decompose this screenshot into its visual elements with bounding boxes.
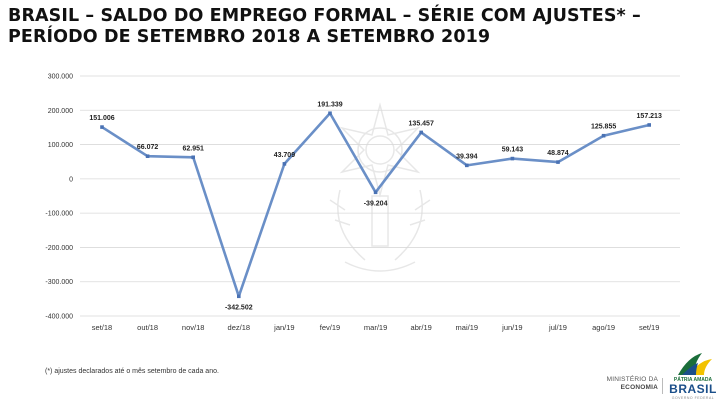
y-tick-label: 0	[69, 176, 73, 183]
y-tick-label: -100.000	[45, 211, 73, 218]
data-label: -39.204	[364, 200, 388, 207]
data-point	[282, 162, 287, 166]
x-tick-label: jun/19	[501, 323, 522, 332]
x-tick-label: fev/19	[320, 323, 340, 332]
title-line-2: PERÍODO DE SETEMBRO 2018 A SETEMBRO 2019	[8, 27, 491, 47]
data-label: 43.709	[274, 152, 296, 159]
x-tick-label: set/18	[92, 323, 112, 332]
data-label: 48.874	[547, 150, 569, 157]
brand-line-1: PÁTRIA AMADA	[673, 377, 713, 383]
x-tick-label: out/18	[137, 323, 158, 332]
footnote: (*) ajustes declarados até o mês setembr…	[45, 368, 219, 375]
data-label: 125.855	[591, 124, 616, 131]
data-label: 135.457	[409, 120, 434, 127]
data-point	[465, 163, 469, 168]
data-point	[328, 111, 332, 116]
data-label: 191.339	[317, 101, 342, 108]
data-label: 66.072	[137, 144, 159, 151]
x-tick-label: mar/19	[364, 323, 387, 332]
data-point	[373, 190, 378, 195]
x-tick-label: abr/19	[411, 323, 432, 332]
footer-divider	[662, 378, 663, 394]
data-label: 62.951	[182, 145, 204, 152]
flag-logo-icon	[678, 353, 712, 375]
y-axis-tick-labels: 300.000 200.000 100.000 0 -100.000 -200.000 -3…	[45, 74, 73, 321]
data-point	[419, 130, 423, 135]
chart-gridlines	[80, 75, 680, 317]
data-point	[601, 133, 606, 138]
data-point-group	[100, 111, 651, 299]
brand-line-3: GOVERNO FEDERAL	[671, 396, 715, 400]
y-tick-label: 300.000	[48, 74, 73, 81]
x-tick-label: jan/19	[273, 323, 294, 332]
title-line-1: BRASIL – SALDO DO EMPREGO FORMAL – SÉRIE…	[8, 6, 641, 26]
coat-of-arms-watermark	[329, 102, 431, 272]
data-point	[556, 160, 560, 164]
x-axis-tick-labels: set/18 out/18 nov/18 dez/18 jan/19 fev/19 mar/…	[92, 323, 660, 332]
data-point	[100, 125, 104, 129]
data-label: 59.143	[502, 147, 524, 154]
data-label: -342.502	[225, 304, 253, 311]
x-tick-label: nov/18	[182, 323, 205, 332]
y-tick-label: 100.000	[48, 142, 73, 149]
x-tick-label: set/19	[639, 323, 659, 332]
x-tick-label: jul/19	[548, 323, 567, 332]
data-label: 157.213	[637, 113, 662, 120]
data-label: 39.394	[456, 153, 478, 160]
data-point	[145, 154, 150, 159]
x-tick-label: ago/19	[592, 323, 615, 332]
government-brand: PÁTRIA AMADA BRASIL GOVERNO FEDERAL	[668, 377, 718, 401]
data-point	[647, 123, 651, 127]
brand-line-2: BRASIL	[669, 382, 717, 396]
x-tick-label: mai/19	[456, 323, 479, 332]
y-tick-label: -300.000	[45, 279, 73, 286]
data-point	[191, 155, 195, 160]
data-label: 151.006	[89, 115, 114, 122]
data-point	[510, 156, 515, 161]
page-title: BRASIL – SALDO DO EMPREGO FORMAL – SÉRIE…	[8, 6, 713, 48]
y-tick-label: -400.000	[45, 314, 73, 321]
ministry-logo-text: MINISTÉRIO DA ECONOMIA	[598, 376, 658, 392]
ministry-line-2: ECONOMIA	[620, 384, 658, 391]
y-tick-label: 200.000	[48, 108, 73, 115]
x-tick-label: dez/18	[228, 323, 251, 332]
ministry-line-1: MINISTÉRIO DA	[606, 376, 658, 383]
data-label-group: 151.006 66.072 62.951 -342.502 43.709 191.339…	[89, 101, 662, 311]
data-point	[237, 294, 241, 299]
y-tick-label: -200.000	[45, 245, 73, 252]
